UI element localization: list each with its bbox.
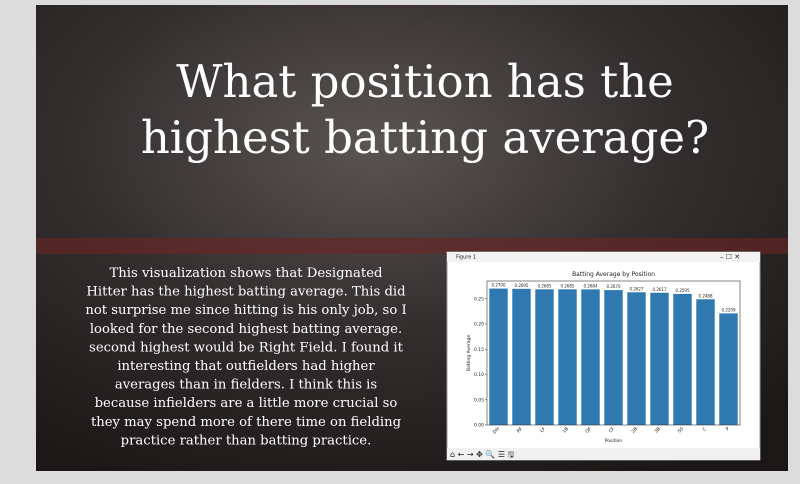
bar bbox=[581, 289, 600, 425]
body-line: looked for the second highest batting av… bbox=[90, 322, 402, 337]
x-tick-label: OF bbox=[584, 426, 593, 435]
x-tick-label: 1B bbox=[561, 426, 569, 434]
bar bbox=[512, 288, 531, 425]
bar bbox=[489, 288, 508, 425]
y-tick-label: 0.05 bbox=[474, 397, 484, 403]
x-tick-label: SS bbox=[677, 426, 685, 434]
y-tick-label: 0.20 bbox=[474, 322, 484, 328]
bar bbox=[650, 292, 669, 425]
toolbar bbox=[447, 448, 760, 460]
bar bbox=[673, 293, 692, 425]
body-line: because infielders are a little more cru… bbox=[95, 396, 398, 411]
body-line: second highest would be Right Field. I f… bbox=[89, 340, 404, 355]
body-line: interesting that outfielders had higher bbox=[117, 359, 375, 374]
title-line: What position has the bbox=[176, 55, 674, 108]
bar bbox=[627, 292, 646, 425]
body-line: they may spend more of there time on fie… bbox=[91, 415, 402, 430]
banner bbox=[36, 238, 788, 254]
value-label: 0.2617 bbox=[653, 287, 667, 292]
body-line: averages than in fielders. I think this … bbox=[115, 378, 378, 393]
value-label: 0.2595 bbox=[676, 288, 690, 293]
value-label: 0.2627 bbox=[630, 286, 644, 291]
chart: Batting Average by Position Position Batti… bbox=[466, 271, 741, 444]
body-line: Hitter has the highest batting average. … bbox=[86, 285, 406, 300]
body-line: not surprise me since hitting is his onl… bbox=[85, 303, 406, 318]
x-tick-label: DH bbox=[492, 426, 501, 435]
bar bbox=[558, 289, 577, 425]
y-tick-label: 0.15 bbox=[474, 347, 484, 353]
value-label: 0.2685 bbox=[561, 283, 575, 288]
window-controls: – ☐ ✕ bbox=[720, 253, 740, 261]
window-titlebar bbox=[447, 252, 760, 262]
value-label: 0.2700 bbox=[492, 283, 506, 288]
value-label: 0.2684 bbox=[584, 283, 598, 288]
y-tick-label: 0.10 bbox=[474, 372, 484, 378]
x-tick-label: RF bbox=[516, 426, 525, 435]
value-label: 0.2488 bbox=[699, 293, 713, 298]
value-label: 0.2695 bbox=[515, 283, 529, 288]
bar bbox=[604, 290, 623, 425]
value-label: 0.2685 bbox=[538, 283, 552, 288]
x-tick-label: 2B bbox=[630, 426, 638, 434]
window-title: Figure 1 bbox=[456, 255, 476, 261]
body-line: This visualization shows that Designated bbox=[110, 266, 384, 281]
x-tick-label: LF bbox=[539, 426, 547, 434]
y-tick-label: 0.25 bbox=[474, 296, 484, 302]
bar bbox=[696, 299, 715, 425]
x-tick-label: P bbox=[725, 426, 731, 432]
x-tick-label: CF bbox=[608, 426, 617, 435]
value-label: 0.2209 bbox=[722, 307, 736, 312]
plot-frame bbox=[486, 280, 741, 426]
x-tick-label: 3B bbox=[653, 426, 661, 434]
body-line: practice rather than batting practice. bbox=[121, 433, 372, 448]
slide-body: This visualization shows that Designated… bbox=[85, 266, 406, 448]
bar bbox=[719, 313, 738, 425]
value-label: 0.2670 bbox=[607, 284, 621, 289]
toolbar-icons: ⌂ ← → ✥ 🔍 ☰ 🖫 bbox=[450, 449, 515, 459]
y-axis-label: Batting Average bbox=[466, 335, 472, 371]
y-tick-label: 0.00 bbox=[474, 423, 484, 429]
bar bbox=[535, 289, 554, 425]
title-line: highest batting average? bbox=[141, 111, 709, 164]
chart-title: Batting Average by Position bbox=[572, 271, 655, 278]
x-axis-label: Position bbox=[605, 438, 623, 444]
x-tick-label: C bbox=[701, 426, 707, 432]
